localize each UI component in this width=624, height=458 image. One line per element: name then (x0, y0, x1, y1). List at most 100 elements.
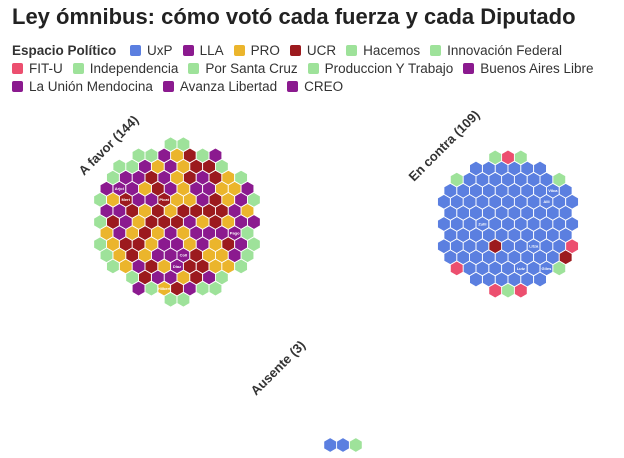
deputy-hex[interactable] (144, 147, 159, 164)
legend-swatch (289, 45, 301, 56)
deputy-hex[interactable] (176, 291, 191, 308)
hex-label: Picat (159, 197, 169, 202)
legend-item[interactable]: Innovación Federal (430, 42, 562, 60)
legend-label: Produccion Y Trabajo (324, 61, 454, 76)
hex-label: Litza (529, 244, 539, 249)
legend-label: PRO (250, 43, 280, 58)
deputy-hex[interactable] (323, 437, 338, 453)
legend-label: UxP (147, 43, 173, 58)
deputy-hex[interactable] (437, 193, 451, 210)
chart-title: Ley ómnibus: cómo votó cada fuerza y cad… (12, 4, 576, 29)
deputy-hex[interactable] (449, 260, 464, 277)
deputy-hex[interactable] (513, 149, 528, 166)
legend-item[interactable]: Produccion Y Trabajo (307, 60, 454, 78)
deputy-hex[interactable] (488, 282, 503, 299)
deputy-hex[interactable] (234, 258, 248, 275)
deputy-hex[interactable] (501, 282, 515, 299)
hex-label: Vilca (548, 188, 558, 193)
deputy-hex[interactable] (93, 236, 107, 253)
legend-label: Independencia (89, 61, 179, 76)
legend-swatch (430, 45, 442, 56)
deputy-hex[interactable] (565, 193, 579, 210)
legend-swatch (307, 63, 319, 74)
legend-item[interactable]: Por Santa Cruz (188, 60, 298, 78)
deputy-hex[interactable] (488, 149, 503, 166)
hex-label: Alli (543, 199, 549, 204)
deputy-hex[interactable] (437, 238, 451, 255)
deputy-hex[interactable] (93, 191, 107, 208)
hex-label: Coll (180, 253, 188, 258)
deputy-hex[interactable] (552, 260, 567, 277)
deputy-hex[interactable] (106, 258, 120, 275)
vote-group-0: A favor (144)PicatCollDiazMertPagoArjolH… (76, 112, 261, 308)
deputy-hex[interactable] (131, 280, 146, 297)
legend-swatch (130, 45, 142, 56)
deputy-hex[interactable] (208, 280, 223, 297)
deputy-hex[interactable] (565, 238, 579, 255)
legend-label: FIT-U (29, 61, 63, 76)
deputy-hex[interactable] (195, 147, 210, 164)
deputy-hex[interactable] (208, 147, 223, 164)
legend-label: UCR (306, 43, 337, 58)
legend-label: Hacemos (363, 43, 421, 58)
deputy-hex[interactable] (565, 216, 579, 232)
deputy-hex[interactable] (469, 271, 483, 288)
deputy-hex[interactable] (449, 171, 464, 188)
deputy-hex[interactable] (437, 216, 451, 232)
deputy-hex[interactable] (176, 136, 191, 153)
deputy-hex[interactable] (234, 169, 248, 186)
hex-label: Hilbert (158, 286, 171, 291)
deputy-hex[interactable] (348, 437, 363, 453)
legend-label: Avanza Libertad (179, 79, 278, 94)
legend-swatch (162, 81, 174, 92)
legend-item[interactable]: LLA (182, 42, 224, 60)
hex-label: Giles (542, 266, 553, 271)
vote-group-1: En contra (109)ZulliLitzaAlliLutzVilcaGi… (406, 107, 579, 299)
legend-swatch (12, 81, 23, 92)
legend-item[interactable]: PRO (233, 42, 280, 60)
deputy-hex[interactable] (513, 282, 528, 299)
deputy-hex[interactable] (195, 280, 210, 297)
legend-item[interactable]: La Unión Mendocina (12, 78, 153, 96)
hex-label: Arjol (115, 186, 124, 191)
deputy-hex[interactable] (336, 437, 350, 453)
deputy-hex[interactable] (469, 160, 483, 177)
deputy-hex[interactable] (247, 191, 261, 208)
hex-label: Lutz (517, 266, 525, 271)
legend-swatch (188, 63, 200, 74)
deputy-hex[interactable] (533, 160, 547, 177)
legend-swatch (72, 63, 84, 74)
deputy-hex[interactable] (131, 147, 146, 164)
deputy-hex[interactable] (533, 271, 547, 288)
deputy-hex[interactable] (163, 291, 178, 308)
deputy-hex[interactable] (501, 149, 515, 166)
deputy-hex[interactable] (144, 280, 159, 297)
legend-item[interactable]: Independencia (72, 60, 179, 78)
deputy-hex[interactable] (93, 214, 107, 230)
legend-item[interactable]: CREO (287, 78, 343, 96)
legend-label: CREO (304, 79, 344, 94)
deputy-hex[interactable] (163, 136, 178, 153)
deputy-hex[interactable] (247, 214, 261, 230)
legend-item[interactable]: UCR (289, 42, 337, 60)
legend-item[interactable]: Avanza Libertad (162, 78, 278, 96)
hex-label: Diaz (173, 264, 181, 269)
legend-item[interactable]: UxP (130, 42, 173, 60)
legend: Espacio Político UxP LLA PRO UCR Hacemos Inno… (12, 42, 612, 96)
legend-swatch (182, 45, 194, 56)
legend-item[interactable]: FIT-U (12, 60, 63, 78)
legend-label: Buenos Aires Libre (480, 61, 594, 76)
hex-label: Zulli (478, 221, 486, 226)
hex-label: Mert (122, 197, 131, 202)
deputy-hex[interactable] (552, 171, 567, 188)
legend-label: La Unión Mendocina (29, 79, 153, 94)
legend-swatch (346, 45, 358, 56)
legend-title: Espacio Político (12, 43, 117, 58)
legend-item[interactable]: Buenos Aires Libre (463, 60, 594, 78)
vote-group-2: Ausente (3) (248, 337, 363, 453)
deputy-hex[interactable] (247, 236, 261, 253)
deputy-hex[interactable] (112, 158, 127, 175)
legend-swatch (233, 45, 245, 56)
legend-item[interactable]: Hacemos (346, 42, 420, 60)
